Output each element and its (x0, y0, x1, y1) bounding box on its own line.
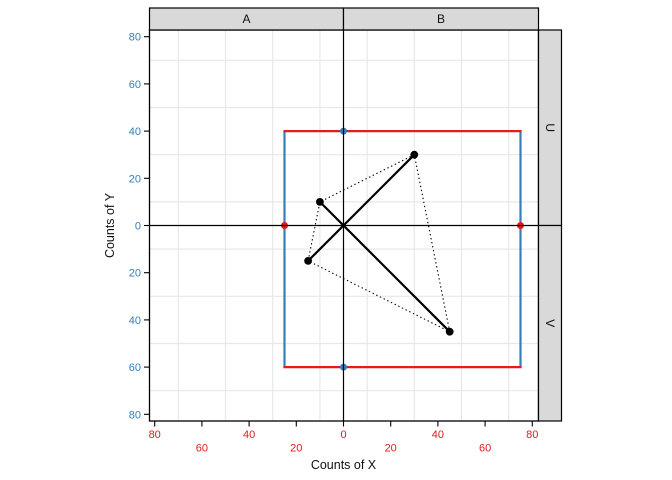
facet-label-a: A (242, 12, 250, 26)
y-tick-label: 60 (129, 362, 141, 374)
x-tick-label: 20 (385, 443, 397, 455)
facet-strip-v (537, 224, 563, 422)
y-tick-label: 60 (129, 79, 141, 91)
facet-label-u: U (543, 123, 557, 132)
y-tick-label: 80 (129, 32, 141, 44)
solid-segment (319, 201, 451, 333)
data-point (445, 327, 454, 336)
x-tick-label: 60 (196, 443, 208, 455)
x-axis-title: Counts of X (311, 458, 377, 472)
facet-strips: A B U V (148, 7, 563, 422)
x-tick-label: 0 (340, 429, 346, 441)
panel-layer (148, 29, 540, 422)
data-point (316, 198, 324, 206)
axis-layer: 80 60 40 20 0 20 40 60 80 80 60 40 20 0 20 40 60 80 (129, 32, 539, 455)
data-point (410, 150, 419, 159)
y-axis-title: Counts of Y (103, 192, 117, 258)
x-tick-label: 40 (243, 429, 255, 441)
y-tick-label: 40 (129, 126, 141, 138)
facet-strip-b (342, 7, 540, 31)
solid-segment (307, 153, 416, 262)
data-point (304, 257, 312, 265)
y-tick-label: 20 (129, 173, 141, 185)
y-tick-label: 80 (129, 409, 141, 421)
x-tick-label: 20 (290, 443, 302, 455)
x-tick-label: 60 (479, 443, 491, 455)
dotted-polygon (307, 153, 451, 333)
facet-label-v: V (543, 319, 557, 327)
x-tick-label: 80 (149, 429, 161, 441)
y-tick-label: 20 (129, 268, 141, 280)
y-tick-label: 40 (129, 315, 141, 327)
facet-label-b: B (437, 12, 445, 26)
x-tick-label: 40 (432, 429, 444, 441)
x-tick-label: 80 (526, 429, 538, 441)
y-tick-label: 0 (135, 221, 141, 233)
